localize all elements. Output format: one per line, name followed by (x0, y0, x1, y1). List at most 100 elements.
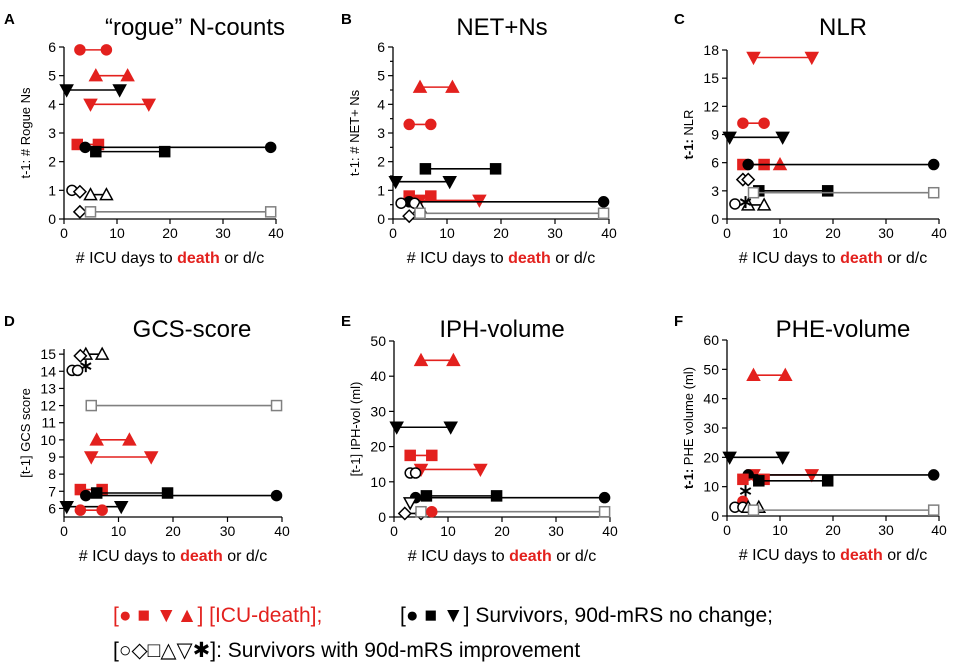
y-tick-label: 50 (370, 333, 386, 349)
data-point (737, 473, 749, 486)
y-tick-label: 12 (703, 98, 719, 114)
y-tick-label: 14 (40, 363, 56, 379)
data-point (420, 490, 433, 502)
y-tick-label: 40 (370, 368, 386, 384)
x-tick-label: 10 (772, 522, 788, 538)
y-tick-label: 3 (711, 183, 719, 199)
x-tick-label: 0 (390, 523, 398, 539)
legend-icu-death: [● ■ ▼▲] [ICU-death]; (113, 604, 323, 627)
panel-letter: E (341, 313, 351, 330)
data-point (264, 141, 277, 154)
data-point (264, 206, 277, 218)
y-tick-label: 4 (48, 96, 56, 112)
series-open-circle (66, 364, 84, 377)
legend-survivors-no-change: [● ■ ▼] Survivors, 90d-mRS no change; (400, 604, 773, 627)
y-axis-label: [t-1] GCS score (18, 388, 33, 478)
series-red-circle (737, 117, 770, 129)
data-point (90, 145, 102, 158)
x-tick-label: 40 (931, 522, 947, 538)
data-point (742, 158, 754, 171)
y-tick-label: 2 (377, 154, 385, 170)
data-point (84, 206, 97, 218)
series-asterisk (739, 485, 752, 498)
data-point (927, 469, 940, 481)
series-open-square (415, 505, 611, 518)
data-point (83, 451, 99, 465)
y-tick-label: 30 (370, 403, 386, 419)
data-point (598, 491, 611, 504)
chart-title: NLR (819, 14, 867, 41)
series-open-circle (404, 467, 422, 479)
series-open-diamond (402, 209, 417, 224)
data-point (597, 196, 610, 208)
data-point (270, 489, 283, 502)
series-open-square (747, 186, 940, 199)
panel-letter: B (341, 11, 352, 28)
x-axis-label: # ICU days to death or d/c (408, 548, 597, 565)
series-black-square (753, 475, 834, 487)
data-point (598, 505, 611, 518)
y-axis-label: t-1: PHE volume (ml) (681, 367, 696, 489)
series-red-down-triangle (746, 51, 820, 66)
y-axis-label: t-1: # NET+ Ns (347, 89, 362, 176)
data-point (758, 117, 770, 129)
panel-c: C NLR 0 10 20 30 40 0 3 6 9 12 15 18 t-1: NLR # ICU day… (674, 11, 947, 267)
chart-title: PHE-volume (776, 316, 911, 343)
series-black-circle (79, 141, 277, 154)
series-red-circle (426, 505, 438, 518)
x-tick-label: 20 (165, 523, 181, 539)
data-point (927, 504, 940, 516)
data-point (722, 451, 737, 465)
data-point (426, 505, 438, 518)
y-tick-label: 11 (41, 415, 56, 431)
data-point (473, 463, 488, 478)
series-black-down-triangle (722, 131, 790, 145)
series-black-down-triangle (59, 500, 129, 515)
data-point (412, 79, 428, 93)
series-red-down-triangle (83, 451, 159, 465)
series-open-square (85, 399, 283, 412)
x-tick-label: 0 (723, 225, 731, 241)
data-point (443, 421, 458, 435)
y-axis-label: t-1: # Rogue Ns (18, 87, 33, 179)
data-point (409, 467, 422, 479)
data-point (446, 352, 461, 367)
data-point (79, 141, 91, 154)
data-point (83, 187, 98, 201)
legend-survivors-improvement: [○◇□△▽✱]: Survivors with 90d-mRS improve… (113, 639, 581, 662)
y-tick-label: 50 (703, 361, 719, 377)
y-tick-label: 15 (40, 346, 56, 362)
series-black-circle (742, 158, 940, 171)
data-point (74, 44, 86, 56)
data-point (73, 348, 88, 363)
data-point (83, 98, 98, 112)
panel-b: B NET+Ns 0 10 20 30 40 0 1 2 3 4 5 6 t-1: # NET+ Ns # I… (341, 11, 617, 267)
x-tick-label: 40 (268, 225, 284, 241)
y-tick-label: 3 (377, 125, 385, 141)
data-point (597, 207, 610, 220)
data-point (113, 500, 129, 515)
y-tick-label: 6 (48, 39, 56, 55)
series-open-diamond (72, 184, 87, 199)
panel-letter: D (4, 313, 15, 330)
series-red-down-triangle (412, 194, 487, 208)
data-point (388, 175, 403, 190)
series-red-square (404, 449, 438, 462)
data-point (804, 51, 820, 66)
series-black-square (419, 163, 502, 175)
y-tick-label: 0 (711, 211, 719, 227)
data-point (413, 352, 429, 367)
data-point (821, 185, 834, 197)
y-tick-label: 10 (370, 474, 386, 490)
x-tick-label: 30 (220, 523, 236, 539)
y-tick-label: 13 (40, 380, 56, 396)
series-black-down-triangle (388, 175, 457, 190)
data-point (112, 84, 127, 98)
series-black-square (420, 490, 503, 502)
chart-title: NET+Ns (456, 14, 547, 41)
data-point (419, 163, 432, 175)
data-point (395, 197, 407, 209)
data-point (753, 475, 765, 487)
panel-letter: C (674, 11, 685, 28)
